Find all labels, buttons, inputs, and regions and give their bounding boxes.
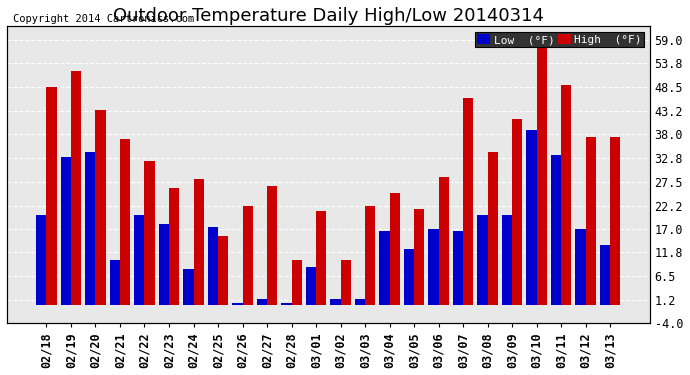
Bar: [610, 137, 620, 305]
Bar: [439, 177, 449, 305]
Bar: [208, 226, 218, 305]
Bar: [71, 72, 81, 305]
Bar: [414, 209, 424, 305]
Bar: [341, 260, 351, 305]
Bar: [428, 229, 439, 305]
Bar: [184, 269, 193, 305]
Bar: [355, 298, 365, 305]
Bar: [267, 186, 277, 305]
Bar: [120, 139, 130, 305]
Bar: [169, 189, 179, 305]
Bar: [46, 87, 57, 305]
Bar: [110, 260, 120, 305]
Bar: [502, 216, 512, 305]
Bar: [586, 137, 596, 305]
Bar: [316, 211, 326, 305]
Bar: [85, 153, 95, 305]
Bar: [575, 229, 586, 305]
Legend: Low  (°F), High  (°F): Low (°F), High (°F): [475, 32, 644, 47]
Bar: [380, 231, 390, 305]
Text: Copyright 2014 Cartronics.com: Copyright 2014 Cartronics.com: [13, 13, 195, 24]
Bar: [36, 216, 46, 305]
Bar: [477, 216, 488, 305]
Bar: [193, 180, 204, 305]
Bar: [488, 153, 498, 305]
Bar: [600, 244, 610, 305]
Bar: [331, 298, 341, 305]
Bar: [257, 298, 267, 305]
Bar: [218, 236, 228, 305]
Bar: [526, 130, 537, 305]
Bar: [404, 249, 414, 305]
Bar: [306, 267, 316, 305]
Bar: [144, 162, 155, 305]
Bar: [233, 303, 242, 305]
Bar: [390, 193, 400, 305]
Bar: [463, 99, 473, 305]
Bar: [365, 207, 375, 305]
Bar: [134, 216, 144, 305]
Bar: [61, 157, 71, 305]
Bar: [512, 119, 522, 305]
Bar: [282, 303, 292, 305]
Bar: [159, 224, 169, 305]
Bar: [561, 85, 571, 305]
Bar: [551, 155, 561, 305]
Title: Outdoor Temperature Daily High/Low 20140314: Outdoor Temperature Daily High/Low 20140…: [113, 7, 544, 25]
Bar: [242, 207, 253, 305]
Bar: [537, 36, 547, 305]
Bar: [95, 110, 106, 305]
Bar: [292, 260, 302, 305]
Bar: [453, 231, 463, 305]
